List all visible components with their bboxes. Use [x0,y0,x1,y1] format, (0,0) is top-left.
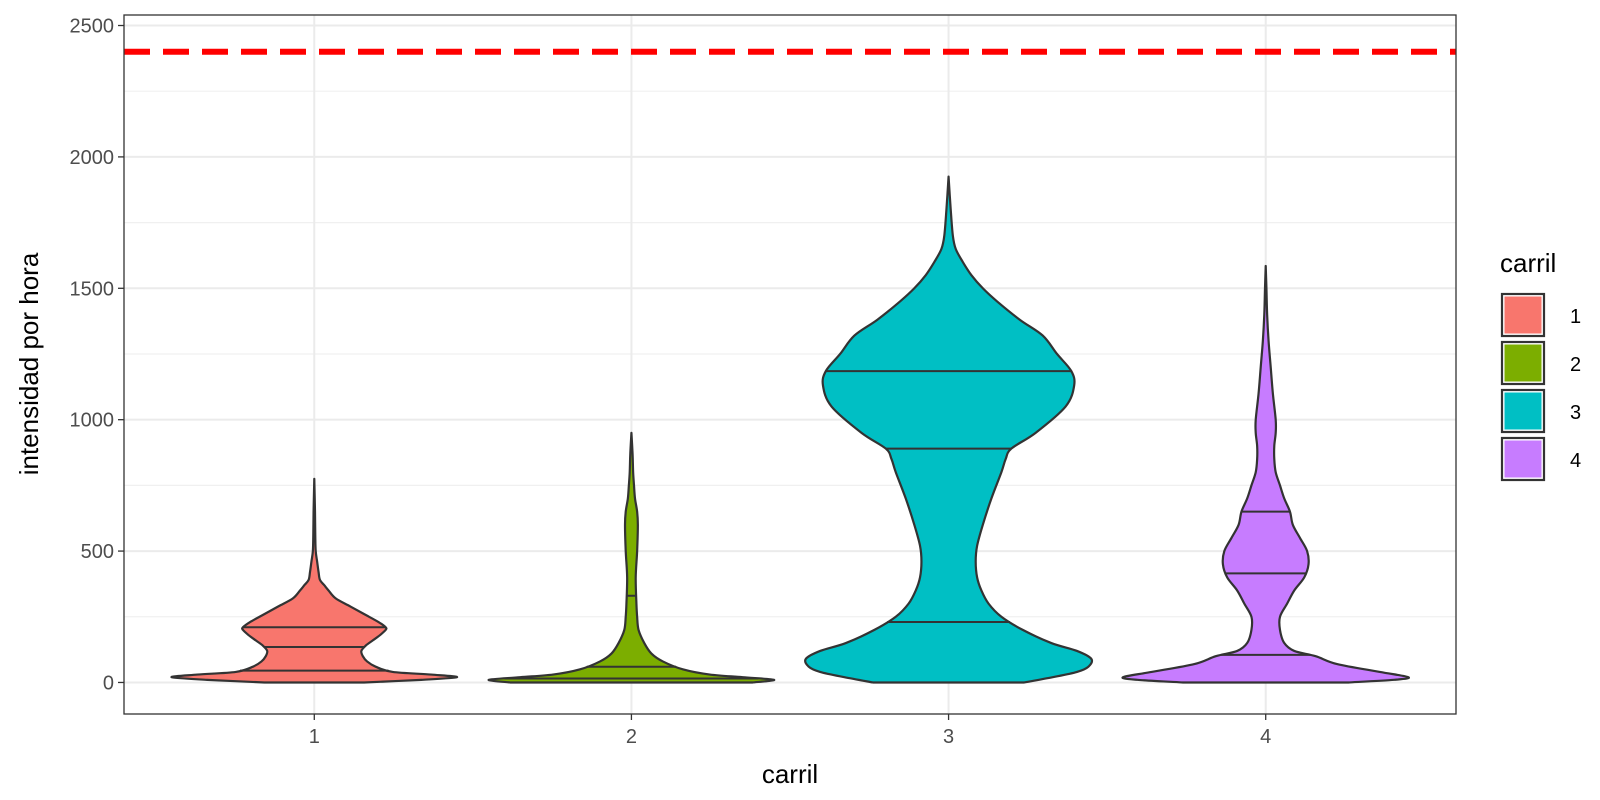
x-tick-label: 3 [943,726,954,748]
legend-swatch [1504,344,1542,382]
legend-label: 1 [1570,306,1581,328]
y-axis: 0 500 1000 1500 2000 2500 [70,16,124,694]
x-axis: 1 2 3 4 [309,714,1271,748]
x-tick-label: 2 [626,726,637,748]
x-tick-label: 4 [1260,726,1271,748]
legend-swatch [1504,440,1542,478]
y-tick-label: 500 [81,541,114,563]
legend-swatch [1504,392,1542,430]
plot-panel-border [123,14,1457,715]
x-axis-title: carril [762,759,818,789]
y-tick-label: 0 [103,672,114,694]
x-tick-label: 1 [309,726,320,748]
y-axis-title: intensidad por hora [14,252,44,475]
legend: carril 1 2 3 4 [1500,248,1581,482]
y-tick-label: 2000 [70,147,115,169]
y-tick-label: 1500 [70,278,115,300]
plot-panel-background [124,15,1456,714]
violin-3 [804,175,1094,684]
violin-2 [487,431,776,684]
legend-label: 4 [1570,450,1581,472]
y-tick-label: 2500 [70,16,115,38]
legend-label: 2 [1570,354,1581,376]
legend-label: 3 [1570,402,1581,424]
y-tick-label: 1000 [70,410,115,432]
violins [170,175,1411,684]
violin-4 [1121,264,1411,684]
legend-title: carril [1500,248,1556,278]
legend-swatch [1504,296,1542,334]
